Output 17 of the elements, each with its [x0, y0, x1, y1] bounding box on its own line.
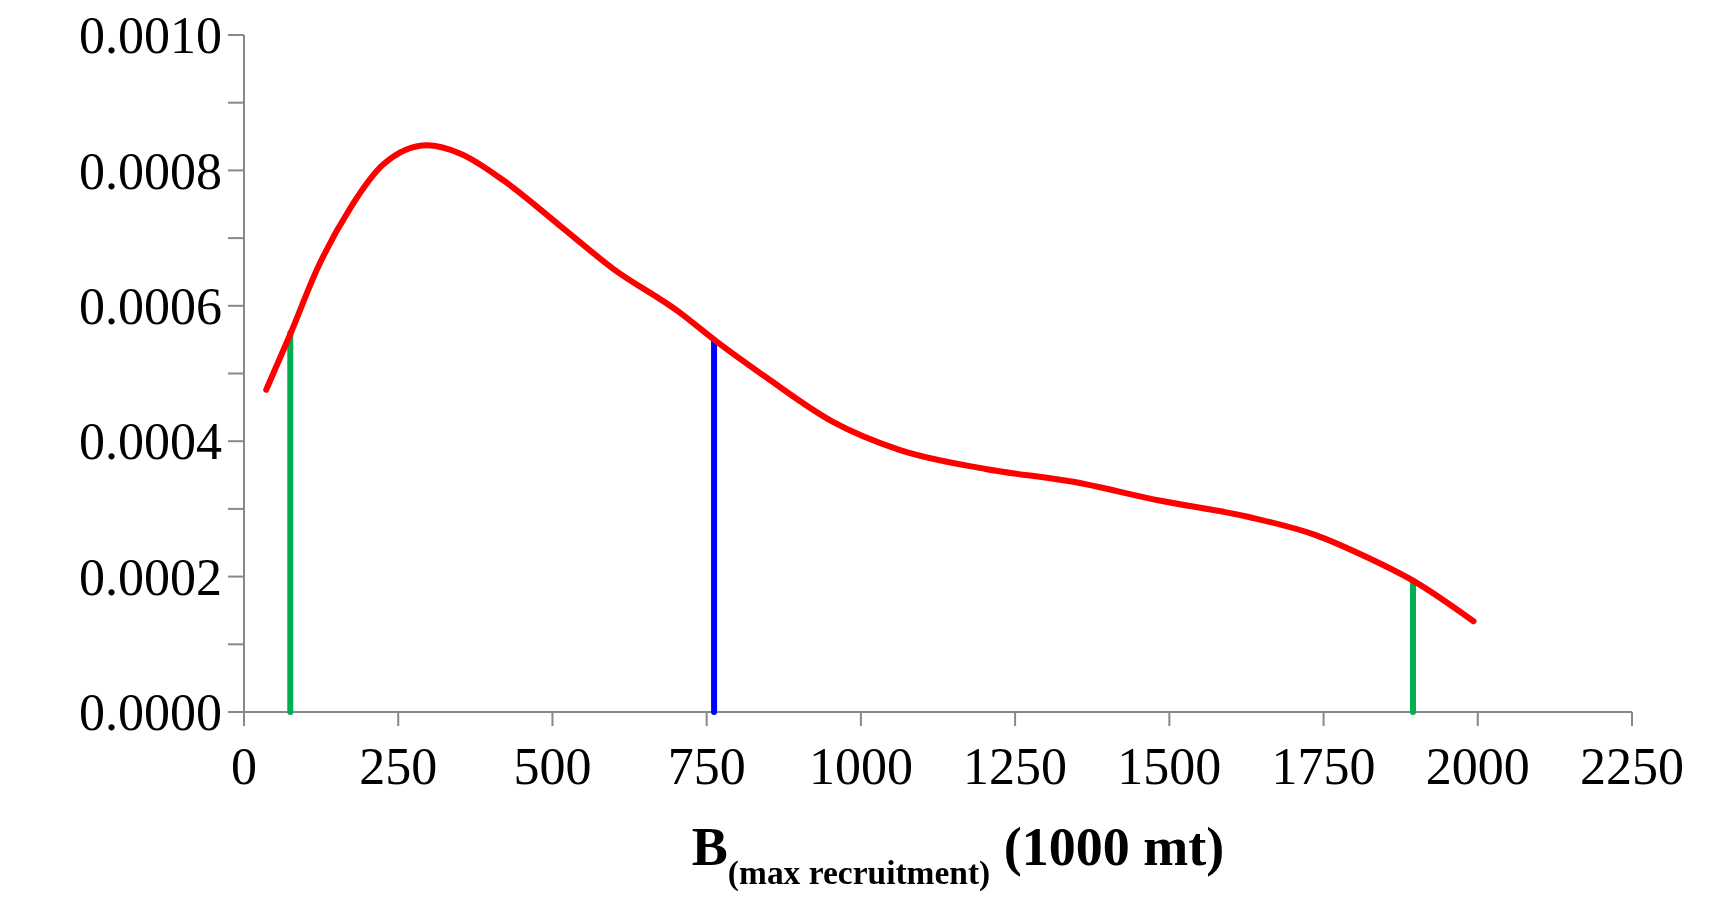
x-axis-title: B$_{(max recruitment)}$ (1000 mt): [691, 817, 1225, 892]
x-tick-label: 500: [513, 738, 592, 795]
x-tick-label: 1000: [808, 738, 913, 795]
x-tick-label: 0: [231, 738, 257, 795]
x-tick-label: 2250: [1580, 738, 1684, 795]
x-tick-label: 750: [667, 738, 746, 795]
y-tick-label: 0.0002: [79, 548, 222, 606]
x-tick-label: 1500: [1117, 738, 1222, 795]
x-tick-label: 250: [359, 738, 438, 795]
x-tick-label: 1750: [1271, 738, 1376, 795]
y-tick-label: 0.0004: [79, 413, 222, 471]
x-tick-label: 1250: [963, 738, 1068, 795]
y-tick-label: 0.0000: [79, 684, 222, 742]
x-tick-label: 2000: [1425, 738, 1530, 795]
y-tick-label: 0.0010: [79, 7, 222, 65]
y-tick-label: 0.0008: [79, 142, 222, 200]
y-tick-label: 0.0006: [79, 278, 222, 335]
